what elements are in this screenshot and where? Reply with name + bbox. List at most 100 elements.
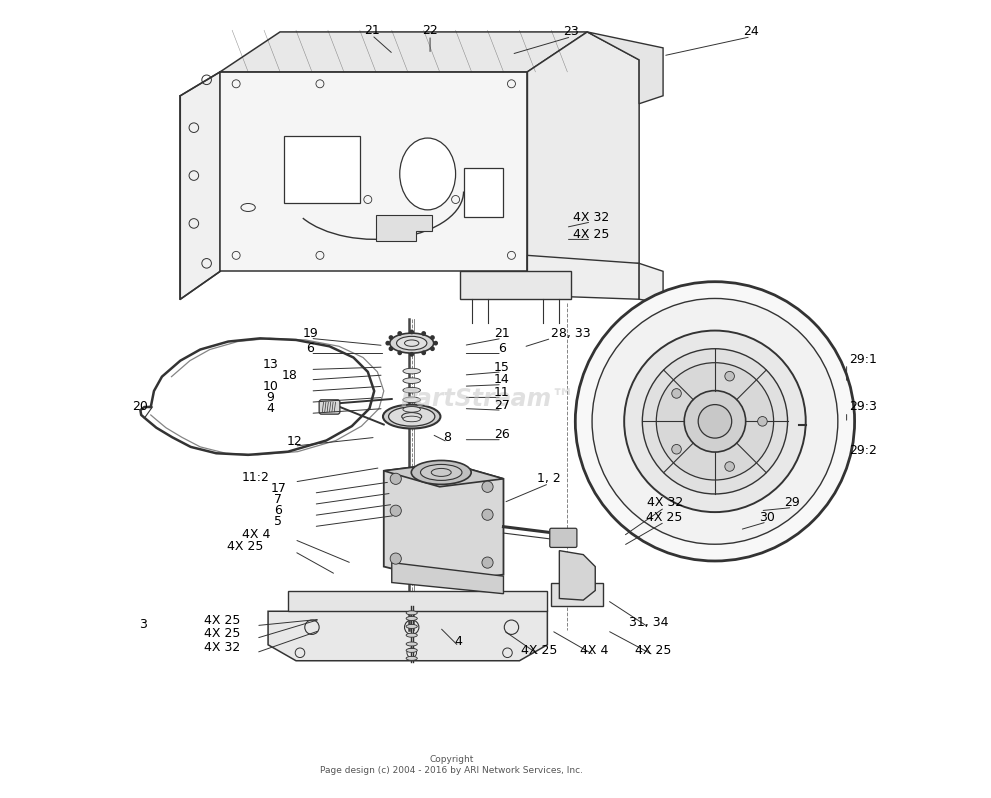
Text: 28, 33: 28, 33 xyxy=(551,327,591,340)
Circle shape xyxy=(397,350,402,355)
Circle shape xyxy=(758,417,767,426)
Ellipse shape xyxy=(420,464,462,480)
Circle shape xyxy=(672,389,682,398)
Ellipse shape xyxy=(403,369,420,373)
Text: 21: 21 xyxy=(364,24,380,37)
Text: 26: 26 xyxy=(494,429,509,441)
Text: 11: 11 xyxy=(494,386,509,399)
Circle shape xyxy=(624,330,806,512)
Text: 15: 15 xyxy=(494,361,509,373)
Text: 31, 34: 31, 34 xyxy=(629,616,669,629)
Circle shape xyxy=(724,371,734,381)
Circle shape xyxy=(672,444,682,454)
Text: 4X 32: 4X 32 xyxy=(646,496,683,509)
Circle shape xyxy=(576,282,854,561)
Text: Page design (c) 2004 - 2016 by ARI Network Services, Inc.: Page design (c) 2004 - 2016 by ARI Netwo… xyxy=(320,766,583,776)
Text: 4X 25: 4X 25 xyxy=(521,644,558,657)
Polygon shape xyxy=(284,136,360,203)
Ellipse shape xyxy=(403,417,420,422)
Ellipse shape xyxy=(411,460,471,484)
Text: 29:1: 29:1 xyxy=(848,353,876,365)
Circle shape xyxy=(656,362,774,480)
Text: 30: 30 xyxy=(759,511,775,523)
Circle shape xyxy=(482,481,494,492)
Circle shape xyxy=(482,509,494,520)
Polygon shape xyxy=(464,168,503,217)
Circle shape xyxy=(385,341,390,346)
Circle shape xyxy=(684,391,745,452)
Text: 9: 9 xyxy=(267,391,275,404)
Text: 4X 25: 4X 25 xyxy=(227,540,264,553)
Text: 29: 29 xyxy=(785,496,800,509)
Ellipse shape xyxy=(406,634,417,637)
Ellipse shape xyxy=(388,407,435,426)
Text: 12: 12 xyxy=(286,435,302,448)
Text: 11:2: 11:2 xyxy=(242,471,270,484)
FancyBboxPatch shape xyxy=(550,528,577,547)
Ellipse shape xyxy=(403,397,420,403)
Ellipse shape xyxy=(403,377,420,384)
Text: 23: 23 xyxy=(564,26,579,38)
Circle shape xyxy=(421,350,426,355)
Ellipse shape xyxy=(406,616,417,621)
Circle shape xyxy=(388,346,393,351)
Text: 4: 4 xyxy=(267,402,275,415)
Ellipse shape xyxy=(403,388,420,393)
Text: 4X 4: 4X 4 xyxy=(581,644,608,657)
Ellipse shape xyxy=(396,337,427,350)
Circle shape xyxy=(390,473,401,484)
Text: 14: 14 xyxy=(494,373,509,386)
Polygon shape xyxy=(384,463,503,487)
Ellipse shape xyxy=(389,334,434,354)
Polygon shape xyxy=(460,271,571,299)
Ellipse shape xyxy=(406,624,417,629)
Polygon shape xyxy=(588,32,663,104)
Text: 5: 5 xyxy=(275,516,282,528)
Text: 7: 7 xyxy=(275,493,282,506)
Circle shape xyxy=(397,331,402,336)
Text: 22: 22 xyxy=(422,24,438,37)
Text: 21: 21 xyxy=(494,327,509,340)
Circle shape xyxy=(421,331,426,336)
Polygon shape xyxy=(269,611,547,661)
Polygon shape xyxy=(551,583,604,606)
Circle shape xyxy=(390,505,401,516)
Ellipse shape xyxy=(406,611,417,614)
Text: 19: 19 xyxy=(302,327,318,340)
Circle shape xyxy=(430,346,435,351)
Polygon shape xyxy=(527,32,639,271)
Ellipse shape xyxy=(383,405,440,429)
Text: 20: 20 xyxy=(133,401,149,413)
Text: 4X 25: 4X 25 xyxy=(635,644,672,657)
Text: 6: 6 xyxy=(275,504,282,517)
Text: 4X 25: 4X 25 xyxy=(646,511,683,523)
Polygon shape xyxy=(376,215,432,241)
Ellipse shape xyxy=(403,407,420,413)
Text: 4X 4: 4X 4 xyxy=(242,528,271,541)
Text: 29:3: 29:3 xyxy=(848,401,876,413)
Text: PartStream™: PartStream™ xyxy=(400,387,575,411)
Text: Copyright: Copyright xyxy=(429,755,474,764)
Text: 18: 18 xyxy=(281,369,297,381)
Polygon shape xyxy=(288,591,547,611)
Text: 6: 6 xyxy=(497,342,505,355)
Text: 4X 25: 4X 25 xyxy=(204,614,241,627)
Ellipse shape xyxy=(406,656,417,661)
Polygon shape xyxy=(559,551,596,600)
Circle shape xyxy=(390,553,401,564)
Text: 13: 13 xyxy=(263,358,278,371)
Polygon shape xyxy=(180,72,220,299)
Circle shape xyxy=(409,330,414,334)
Text: 17: 17 xyxy=(271,482,286,495)
Text: 4X 25: 4X 25 xyxy=(204,627,241,640)
Text: 8: 8 xyxy=(444,431,452,444)
Circle shape xyxy=(592,298,837,544)
Text: 4: 4 xyxy=(455,635,463,648)
Circle shape xyxy=(699,405,731,438)
Polygon shape xyxy=(527,255,639,299)
Polygon shape xyxy=(220,72,527,271)
Polygon shape xyxy=(391,563,503,594)
Circle shape xyxy=(433,341,438,346)
Polygon shape xyxy=(639,263,663,303)
Polygon shape xyxy=(384,463,503,583)
